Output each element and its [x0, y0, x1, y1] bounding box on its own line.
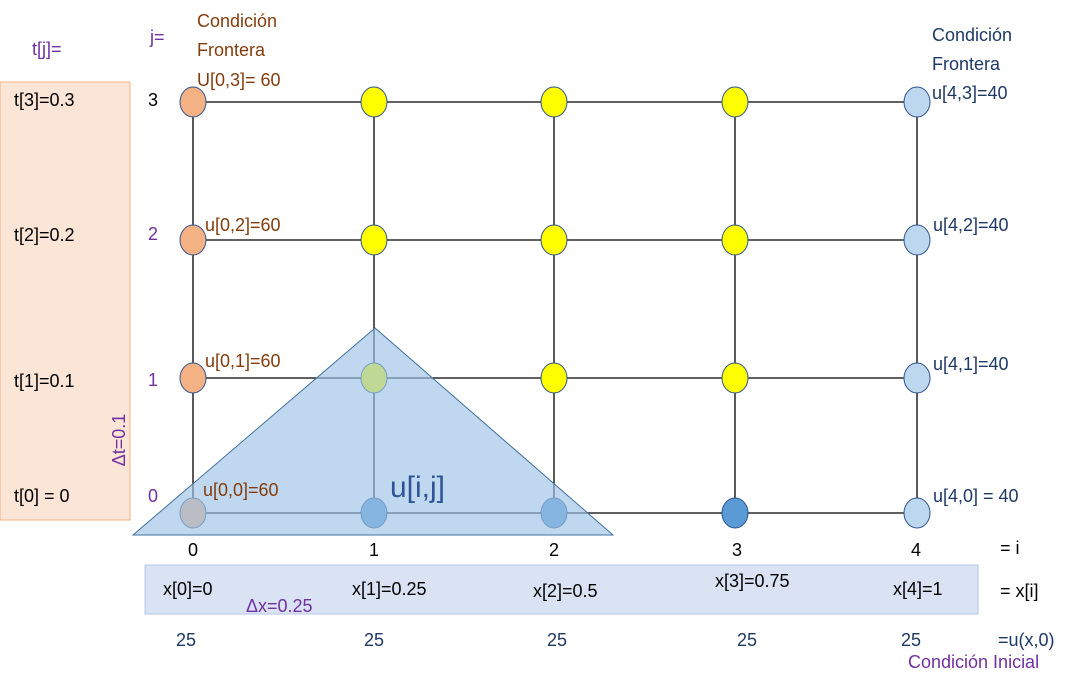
time-box: [0, 81, 131, 521]
j-label: 1: [148, 370, 158, 390]
right-boundary: u[4,3]=40: [932, 83, 1008, 103]
time-label: t[2]=0.2: [14, 225, 75, 245]
time-header: t[j]=: [32, 39, 62, 59]
time-label: t[1]=0.1: [14, 371, 75, 391]
j-label: 2: [148, 224, 158, 244]
initial-value: 25: [547, 630, 567, 650]
x-label: x[4]=1: [893, 579, 943, 599]
dx-label: Δx=0.25: [246, 596, 313, 616]
center-label: u[i,j]: [390, 471, 445, 504]
i-label: 2: [549, 540, 559, 560]
x-label: x[0]=0: [163, 579, 213, 599]
x-suffix: = x[i]: [1000, 581, 1039, 601]
i-label: 0: [188, 540, 198, 560]
stencil-triangle: [131, 327, 615, 536]
left-node-label: u[0,2]=60: [205, 215, 281, 235]
left-node-label: u[0,0]=60: [203, 480, 279, 500]
left-boundary: U[0,3]= 60: [197, 70, 281, 90]
i-label: 4: [911, 540, 921, 560]
initial-caption: Condición Inicial: [908, 652, 1039, 672]
right-boundary: Frontera: [932, 54, 1001, 74]
right-node-label: u[4,1]=40: [933, 354, 1009, 374]
right-node-label: u[4,0] = 40: [933, 486, 1019, 506]
initial-value: 25: [364, 630, 384, 650]
j-header: j=: [149, 27, 165, 47]
initial-value: 25: [176, 630, 196, 650]
right-boundary: Condición: [932, 25, 1012, 45]
left-node-label: u[0,1]=60: [205, 351, 281, 371]
i-label: 3: [732, 540, 742, 560]
x-label: x[2]=0.5: [533, 581, 598, 601]
j-label: 3: [148, 90, 158, 110]
x-label: x[3]=0.75: [715, 571, 790, 591]
initial-suffix: =u(x,0): [998, 630, 1055, 650]
time-label: t[3]=0.3: [14, 90, 75, 110]
dt-label: Δt=0.1: [109, 414, 129, 467]
right-node-label: u[4,2]=40: [933, 215, 1009, 235]
initial-value: 25: [737, 630, 757, 650]
time-label: t[0] = 0: [14, 486, 70, 506]
left-boundary: Condición: [197, 11, 277, 31]
x-box: [144, 564, 979, 615]
i-suffix: = i: [1000, 538, 1020, 558]
left-boundary: Frontera: [197, 40, 266, 60]
x-label: x[1]=0.25: [352, 579, 427, 599]
j-label: 0: [148, 486, 158, 506]
initial-value: 25: [901, 630, 921, 650]
i-label: 1: [369, 540, 379, 560]
